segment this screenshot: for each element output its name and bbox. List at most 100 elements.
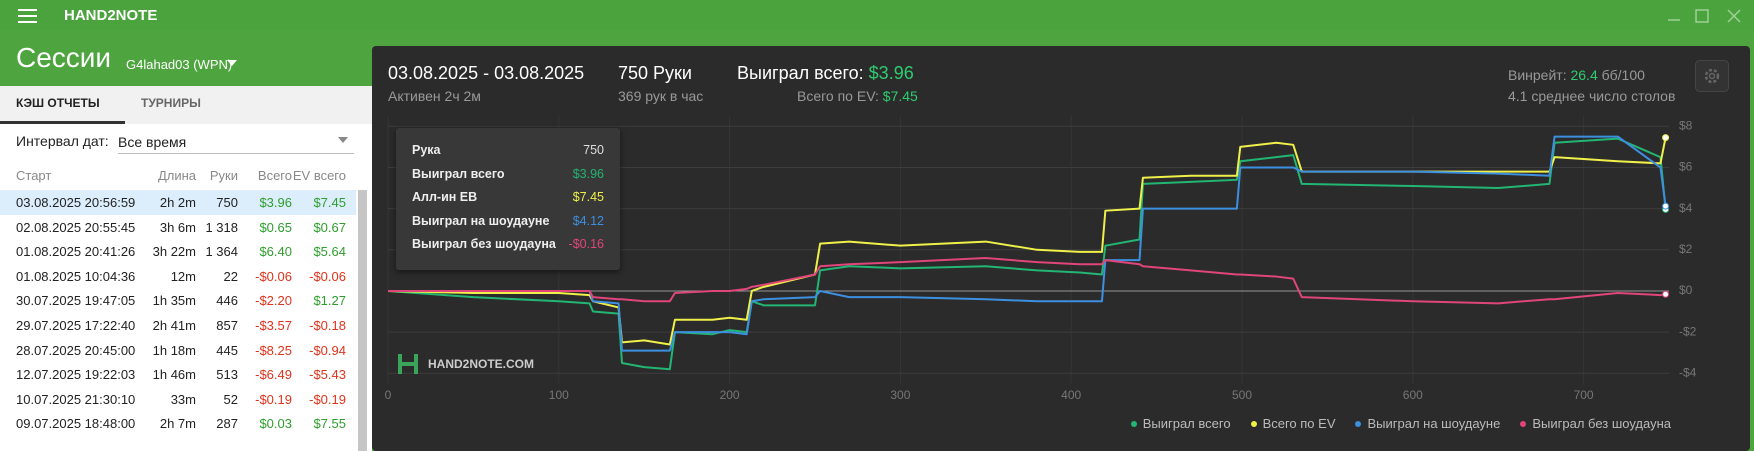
tab[interactable]: КЭШ ОТЧЕТЫ bbox=[16, 96, 100, 110]
cell: -$6.49 bbox=[255, 367, 292, 383]
session-row[interactable]: 01.08.2025 20:41:26 3h 22m 1 364 $6.40 $5.64 bbox=[0, 239, 356, 264]
interval-select[interactable]: Все время bbox=[118, 134, 187, 150]
cell: 1h 35m bbox=[152, 293, 196, 309]
cell: 1h 46m bbox=[152, 367, 196, 383]
cell: 10.07.2025 21:30:10 bbox=[16, 391, 136, 407]
date-range: 03.08.2025 - 03.08.2025 bbox=[388, 63, 585, 83]
series-line bbox=[388, 257, 1666, 305]
cell: 1 364 bbox=[205, 244, 238, 260]
legend-dot bbox=[1520, 420, 1527, 427]
menu-button[interactable] bbox=[18, 8, 38, 24]
x-tick-label: 0 bbox=[385, 388, 392, 402]
cell: 857 bbox=[216, 318, 238, 333]
legend-item[interactable]: Выиграл на шоудауне bbox=[1355, 416, 1500, 431]
legend-label: Выиграл всего bbox=[1142, 416, 1231, 431]
cell: 09.07.2025 18:48:00 bbox=[16, 416, 136, 432]
x-tick-label: 500 bbox=[1232, 388, 1252, 402]
legend-item[interactable]: Выиграл без шоудауна bbox=[1520, 416, 1671, 431]
cell: $0.03 bbox=[259, 416, 292, 432]
tooltip: Рука 750 Выиграл всего $3.96 Алл-ин EB $7.45 В… bbox=[396, 128, 620, 270]
cell: 3h 22m bbox=[152, 244, 196, 260]
table-header: Старт Длина Руки Всего EV всего bbox=[0, 163, 356, 188]
tab[interactable]: ТУРНИРЫ bbox=[141, 96, 201, 110]
legend-item[interactable]: Всего по EV bbox=[1250, 416, 1335, 431]
tooltip-row: Выиграл всего $3.96 bbox=[412, 167, 604, 187]
tooltip-label: Выиграл всего bbox=[412, 166, 505, 181]
hands-per-hour: 369 рук в час bbox=[618, 88, 704, 104]
legend-dot bbox=[1130, 420, 1137, 427]
tooltip-label: Рука bbox=[412, 143, 441, 157]
cell: 2h 7m bbox=[159, 416, 196, 432]
cell: 30.07.2025 19:47:05 bbox=[16, 293, 136, 309]
end-marker bbox=[1662, 202, 1670, 210]
account-selector[interactable]: G4lahad03 (WPN) bbox=[126, 57, 233, 72]
tooltip-value: $7.45 bbox=[572, 190, 604, 204]
end-marker bbox=[1662, 134, 1670, 142]
x-tick-label: 400 bbox=[1061, 388, 1081, 402]
scrollbar[interactable] bbox=[358, 190, 367, 451]
cell: 12m bbox=[170, 268, 196, 284]
session-row[interactable]: 29.07.2025 17:22:40 2h 41m 857 -$3.57 -$0.18 bbox=[0, 313, 356, 338]
session-row[interactable]: 01.08.2025 10:04:36 12m 22 -$0.06 -$0.06 bbox=[0, 264, 356, 289]
legend-label: Выиграл на шоудауне bbox=[1367, 416, 1501, 431]
y-tick-label: $2 bbox=[1679, 242, 1693, 256]
column-header: Всего bbox=[257, 168, 292, 183]
cell: 28.07.2025 20:45:00 bbox=[16, 342, 136, 358]
ev-total: Всего по EV: $7.45 bbox=[797, 88, 918, 104]
cell: -$2.20 bbox=[255, 293, 292, 309]
tooltip-label: Выиграл на шоудауне bbox=[412, 213, 550, 228]
cell: $6.40 bbox=[259, 244, 292, 260]
sidebar bbox=[0, 86, 372, 451]
y-tick-label: $0 bbox=[1679, 283, 1693, 297]
cell: 445 bbox=[216, 342, 238, 358]
session-row[interactable]: 03.08.2025 20:56:59 2h 2m 750 $3.96 $7.45 bbox=[0, 190, 356, 215]
tabs bbox=[0, 86, 372, 124]
cell: -$3.57 bbox=[255, 318, 292, 333]
cell: 287 bbox=[216, 416, 238, 432]
won-total: Выиграл всего: $3.96 bbox=[737, 63, 914, 84]
cell: 2h 41m bbox=[152, 318, 196, 333]
cell: 12.07.2025 19:22:03 bbox=[16, 367, 136, 383]
cell: $1.27 bbox=[313, 293, 346, 309]
tooltip-row: Рука 750 bbox=[412, 143, 604, 163]
cell: 03.08.2025 20:56:59 bbox=[16, 195, 136, 210]
window-controls[interactable] bbox=[1664, 8, 1748, 24]
cell: $0.67 bbox=[313, 219, 346, 235]
settings-button[interactable] bbox=[1695, 60, 1729, 92]
session-row[interactable]: 02.08.2025 20:55:45 3h 6m 1 318 $0.65 $0.67 bbox=[0, 215, 356, 240]
dropdown-arrow bbox=[338, 137, 348, 143]
y-tick-label: $6 bbox=[1679, 160, 1693, 174]
column-header: Длина bbox=[157, 168, 196, 183]
session-row[interactable]: 10.07.2025 21:30:10 33m 52 -$0.19 -$0.19 bbox=[0, 387, 356, 412]
cell: 52 bbox=[223, 391, 238, 407]
tooltip-label: Алл-ин EB bbox=[412, 190, 478, 204]
legend-item[interactable]: Выиграл всего bbox=[1130, 416, 1231, 431]
tooltip-label: Выиграл без шоудауна bbox=[412, 237, 556, 251]
label: Всего по EV: bbox=[797, 88, 879, 104]
session-row[interactable]: 28.07.2025 20:45:00 1h 18m 445 -$8.25 -$0.94 bbox=[0, 338, 356, 363]
y-tick-label: $8 bbox=[1679, 118, 1693, 132]
cell: $5.64 bbox=[313, 244, 346, 260]
sidebar-heading: Сессии bbox=[16, 42, 112, 73]
series-line bbox=[388, 135, 1667, 352]
watermark: HAND2NOTE.COM bbox=[428, 357, 535, 371]
app-title: HAND2NOTE bbox=[64, 7, 158, 24]
session-row[interactable]: 09.07.2025 18:48:00 2h 7m 287 $0.03 $7.55 bbox=[0, 411, 356, 436]
column-header: EV всего bbox=[292, 168, 346, 183]
legend-dot bbox=[1250, 420, 1257, 427]
label: Выиграл всего: bbox=[737, 63, 864, 83]
legend-dot bbox=[1355, 420, 1362, 427]
session-row[interactable]: 12.07.2025 19:22:03 1h 46m 513 -$6.49 -$5.43 bbox=[0, 362, 356, 387]
tooltip-value: 750 bbox=[583, 143, 604, 157]
session-row[interactable]: 30.07.2025 19:47:05 1h 35m 446 -$2.20 $1.27 bbox=[0, 288, 356, 313]
cell: $0.65 bbox=[259, 219, 292, 235]
cell: 01.08.2025 10:04:36 bbox=[16, 268, 136, 284]
cell: 1h 18m bbox=[152, 342, 196, 358]
tooltip-value: $3.96 bbox=[572, 166, 604, 181]
value: 26.4 bbox=[1570, 67, 1598, 83]
tooltip-row: Выиграл на шоудауне $4.12 bbox=[412, 214, 604, 234]
y-tick-label: -$2 bbox=[1679, 324, 1697, 338]
cell: 2h 2m bbox=[159, 195, 196, 210]
cell: 513 bbox=[216, 367, 238, 383]
